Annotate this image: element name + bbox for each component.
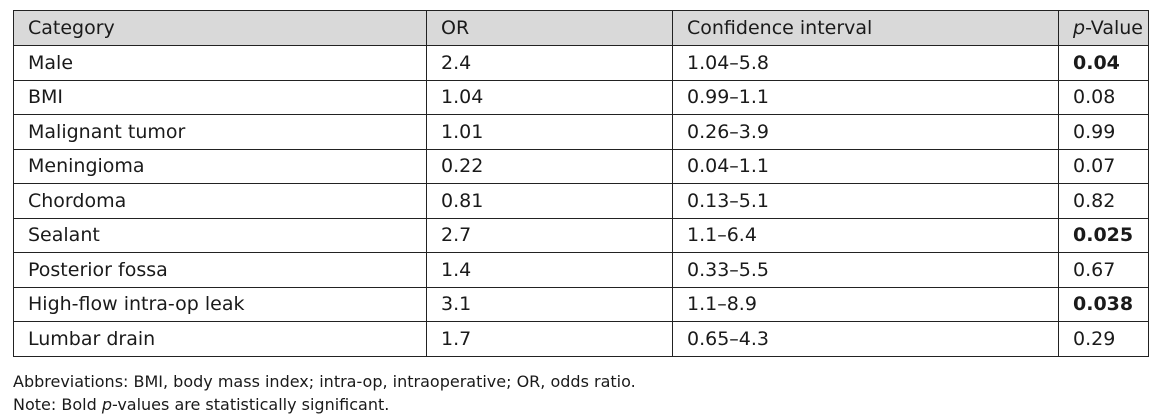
cell-confidence-interval: 0.26–3.9 [672,114,1059,150]
cell-confidence-interval: 0.65–4.3 [672,321,1059,357]
cell-category: BMI [13,79,427,115]
cell-p-value: 0.67 [1058,252,1149,288]
cell-category: Meningioma [13,148,427,184]
table-row: High-flow intra-op leak 3.1 1.1–8.9 0.038 [13,286,1149,322]
cell-or: 1.7 [426,321,673,357]
cell-or: 2.7 [426,217,673,253]
cell-category: Sealant [13,217,427,253]
cell-or: 1.04 [426,79,673,115]
cell-p-value: 0.08 [1058,79,1149,115]
cell-p-value: 0.29 [1058,321,1149,357]
cell-or: 0.81 [426,183,673,219]
table-row: Sealant 2.7 1.1–6.4 0.025 [13,217,1149,253]
cell-or: 1.4 [426,252,673,288]
header-category: Category [13,10,427,46]
cell-p-value: 0.07 [1058,148,1149,184]
cell-p-value: 0.04 [1058,45,1149,81]
note-prefix: Note: Bold [13,395,102,414]
table-row: Posterior fossa 1.4 0.33–5.5 0.67 [13,252,1149,288]
cell-p-value: 0.038 [1058,286,1149,322]
cell-or: 3.1 [426,286,673,322]
cell-or: 0.22 [426,148,673,184]
header-p-italic: p [1073,17,1086,39]
cell-category: High-flow intra-op leak [13,286,427,322]
header-p-rest: -Value [1085,17,1143,39]
cell-category: Posterior fossa [13,252,427,288]
cell-confidence-interval: 1.1–8.9 [672,286,1059,322]
header-or: OR [426,10,673,46]
cell-confidence-interval: 0.13–5.1 [672,183,1059,219]
table-row: Lumbar drain 1.7 0.65–4.3 0.29 [13,321,1149,357]
table-body: Male 2.4 1.04–5.8 0.04 BMI 1.04 0.99–1.1 0.08 Ma… [13,45,1149,357]
header-p-value: p-Value [1058,10,1149,46]
cell-category: Chordoma [13,183,427,219]
cell-category: Male [13,45,427,81]
note-suffix: -values are statistically significant. [111,395,390,414]
cell-confidence-interval: 0.99–1.1 [672,79,1059,115]
cell-p-value: 0.025 [1058,217,1149,253]
cell-p-value: 0.82 [1058,183,1149,219]
table-row: BMI 1.04 0.99–1.1 0.08 [13,79,1149,115]
header-row: Category OR Confidence interval p-Value [13,10,1149,46]
cell-confidence-interval: 1.1–6.4 [672,217,1059,253]
abbreviations-note: Abbreviations: BMI, body mass index; int… [13,372,636,391]
cell-category: Lumbar drain [13,321,427,357]
note-italic-p: p [101,395,112,414]
table-row: Male 2.4 1.04–5.8 0.04 [13,45,1149,81]
table-row: Malignant tumor 1.01 0.26–3.9 0.99 [13,114,1149,150]
cell-p-value: 0.99 [1058,114,1149,150]
header-confidence-interval: Confidence interval [672,10,1059,46]
table-row: Chordoma 0.81 0.13–5.1 0.82 [13,183,1149,219]
cell-confidence-interval: 1.04–5.8 [672,45,1059,81]
table-header: Category OR Confidence interval p-Value [13,10,1149,46]
table-row: Meningioma 0.22 0.04–1.1 0.07 [13,148,1149,184]
cell-category: Malignant tumor [13,114,427,150]
cell-or: 1.01 [426,114,673,150]
cell-or: 2.4 [426,45,673,81]
significance-note: Note: Bold p-values are statistically si… [13,393,636,416]
cell-confidence-interval: 0.04–1.1 [672,148,1059,184]
results-table: Category OR Confidence interval p-Value … [13,10,1149,357]
cell-confidence-interval: 0.33–5.5 [672,252,1059,288]
table-notes: Abbreviations: BMI, body mass index; int… [13,370,636,416]
